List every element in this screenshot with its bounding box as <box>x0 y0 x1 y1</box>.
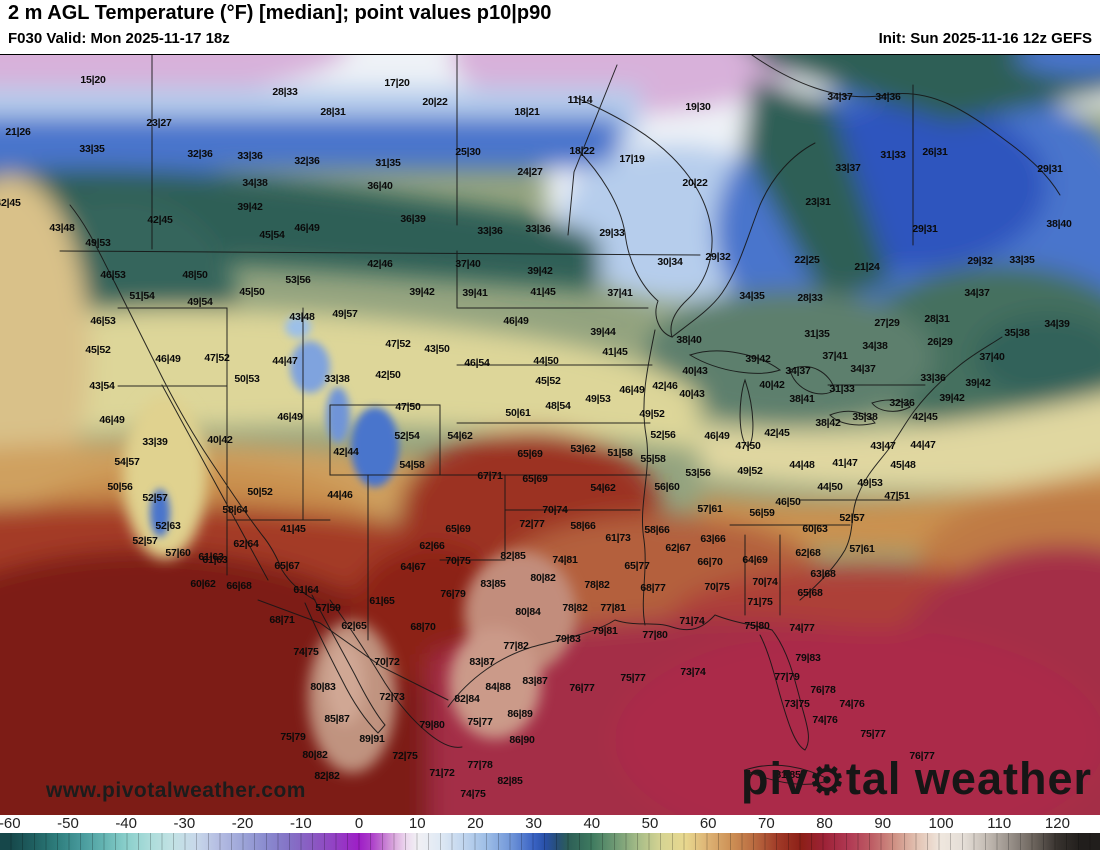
temperature-map <box>0 54 1100 819</box>
field-bands <box>0 55 1100 819</box>
colorbar-tick-label: 120 <box>1044 815 1070 832</box>
colorbar-tick-label: -10 <box>290 815 312 832</box>
colorbar-tick-label: 0 <box>354 815 364 832</box>
watermark-url: www.pivotalweather.com <box>46 779 306 802</box>
colorbar-tick-label: -20 <box>231 815 254 832</box>
temperature-field-svg <box>0 55 1100 819</box>
colorbar-tick-label: 80 <box>816 815 833 832</box>
field-cold-spots <box>150 316 399 537</box>
gear-icon: ⚙ <box>809 759 846 803</box>
colorbar-tick-label: 40 <box>583 815 601 832</box>
field-pockets <box>123 395 576 773</box>
colorbar-tick-label: 90 <box>874 815 892 832</box>
forecast-valid-time: F030 Valid: Mon 2025-11-17 18z <box>8 30 230 47</box>
pivotal-weather-logo: piv⚙tal weather <box>741 756 1092 801</box>
logo-text-left: piv <box>741 753 810 804</box>
colorbar-tick-label: -60 <box>0 815 21 832</box>
colorbar <box>0 833 1100 850</box>
map-borders <box>59 55 1061 785</box>
colorbar-tick-label: 110 <box>987 815 1012 832</box>
colorbar-tick-label: -30 <box>173 815 196 832</box>
colorbar-tick-label: -50 <box>57 815 79 832</box>
map-title: 2 m AGL Temperature (°F) [median]; point… <box>8 2 552 24</box>
colorbar-tick-label: 10 <box>408 815 426 832</box>
model-init-time: Init: Sun 2025-11-16 12z GEFS <box>878 30 1092 47</box>
colorbar-tick-label: 70 <box>758 815 775 832</box>
colorbar-tick-label: 60 <box>699 815 717 832</box>
colorbar-tick-label: 100 <box>928 815 954 832</box>
colorbar-tick-row: -60 -50 -40 -30 -20 -10 0 10 20 30 40 50 60 70 80 90 100… <box>0 815 1100 832</box>
colorbar-tick-label: -40 <box>115 815 137 832</box>
colorbar-segments <box>0 833 1100 850</box>
header: 2 m AGL Temperature (°F) [median]; point… <box>0 0 1100 54</box>
logo-text-right: tal weather <box>845 753 1092 804</box>
colorbar-tick-label: 20 <box>467 815 484 832</box>
colorbar-tick-label: 50 <box>641 815 659 832</box>
colorbar-tick-label: 30 <box>525 815 542 832</box>
